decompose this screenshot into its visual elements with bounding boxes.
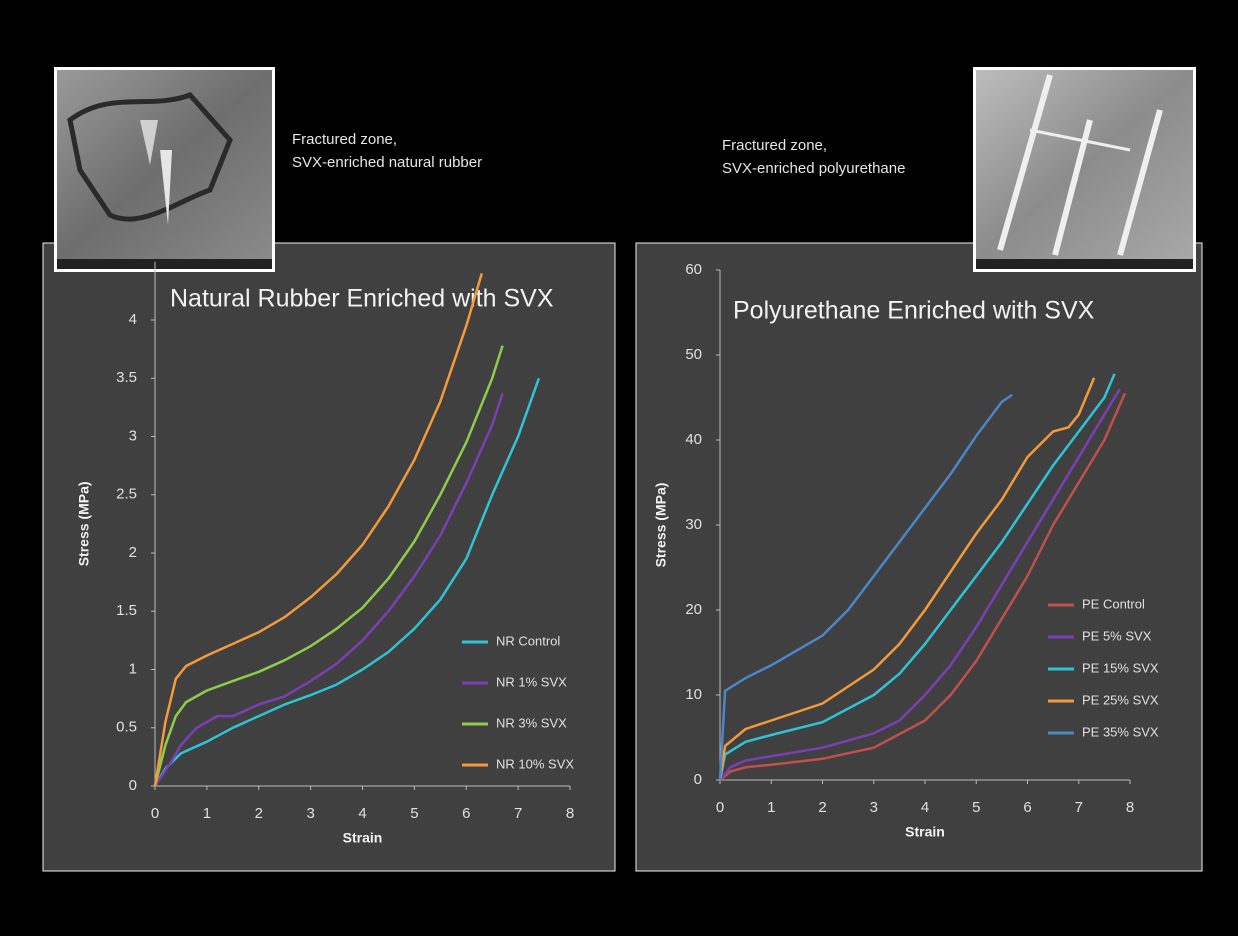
x-tick-label: 0: [716, 799, 724, 816]
y-tick-label: 10: [685, 686, 702, 703]
x-axis-label: Strain: [343, 830, 383, 846]
series-line: [719, 388, 1121, 781]
legend-label: NR 10% SVX: [496, 756, 574, 771]
series-line: [153, 377, 541, 787]
x-tick-label: 1: [767, 799, 775, 816]
x-tick-label: 7: [1075, 799, 1083, 816]
y-tick-label: 60: [685, 261, 702, 278]
sem-image: [973, 67, 1196, 272]
y-tick-label: 20: [685, 601, 702, 618]
x-tick-label: 7: [514, 805, 522, 822]
y-tick-label: 1: [129, 660, 137, 677]
legend-label: PE 25% SVX: [1082, 692, 1159, 707]
x-tick-label: 5: [972, 799, 980, 816]
y-tick-label: 30: [685, 516, 702, 533]
legend-label: PE 5% SVX: [1082, 628, 1152, 643]
caption: SVX-enriched polyurethane: [722, 160, 905, 177]
y-tick-label: 2: [129, 544, 137, 561]
legend-label: PE 15% SVX: [1082, 660, 1159, 675]
y-tick-label: 0.5: [116, 719, 137, 736]
chart-panel: [42, 242, 616, 872]
legend-label: NR Control: [496, 633, 560, 648]
y-tick-label: 50: [685, 346, 702, 363]
y-tick-label: 2.5: [116, 486, 137, 503]
legend-label: NR 1% SVX: [496, 674, 567, 689]
x-tick-label: 2: [255, 805, 263, 822]
y-tick-label: 0: [129, 777, 137, 794]
x-tick-label: 5: [410, 805, 418, 822]
y-axis-label: Stress (MPa): [653, 483, 669, 568]
x-tick-label: 2: [818, 799, 826, 816]
series-line: [718, 373, 1116, 781]
series-line: [718, 393, 1013, 781]
x-tick-label: 4: [921, 799, 929, 816]
legend-label: NR 3% SVX: [496, 715, 567, 730]
chart-title: Polyurethane Enriched with SVX: [733, 297, 1095, 325]
series-line: [153, 345, 504, 787]
sem-image: [54, 67, 275, 272]
x-tick-label: 8: [1126, 799, 1134, 816]
legend-label: PE 35% SVX: [1082, 724, 1159, 739]
y-tick-label: 3.5: [116, 369, 137, 386]
y-tick-label: 0: [694, 771, 702, 788]
x-tick-label: 1: [203, 805, 211, 822]
x-axis-label: Strain: [905, 824, 945, 840]
x-tick-label: 4: [358, 805, 366, 822]
legend-label: PE Control: [1082, 596, 1145, 611]
series-line: [153, 393, 504, 787]
x-tick-label: 6: [462, 805, 470, 822]
y-tick-label: 1.5: [116, 602, 137, 619]
series-line: [719, 392, 1127, 781]
caption: Fractured zone,: [292, 131, 397, 148]
x-tick-label: 6: [1023, 799, 1031, 816]
chart-title: Natural Rubber Enriched with SVX: [170, 285, 554, 313]
x-tick-label: 3: [306, 805, 314, 822]
y-tick-label: 3: [129, 427, 137, 444]
caption: Fractured zone,: [722, 137, 827, 154]
x-tick-label: 0: [151, 805, 159, 822]
x-tick-label: 3: [870, 799, 878, 816]
x-tick-label: 8: [566, 805, 574, 822]
series-line: [153, 273, 483, 787]
y-tick-label: 4: [129, 311, 137, 328]
caption: SVX-enriched natural rubber: [292, 154, 482, 171]
series-line: [718, 377, 1096, 781]
y-tick-label: 40: [685, 431, 702, 448]
y-axis-label: Stress (MPa): [76, 481, 92, 566]
